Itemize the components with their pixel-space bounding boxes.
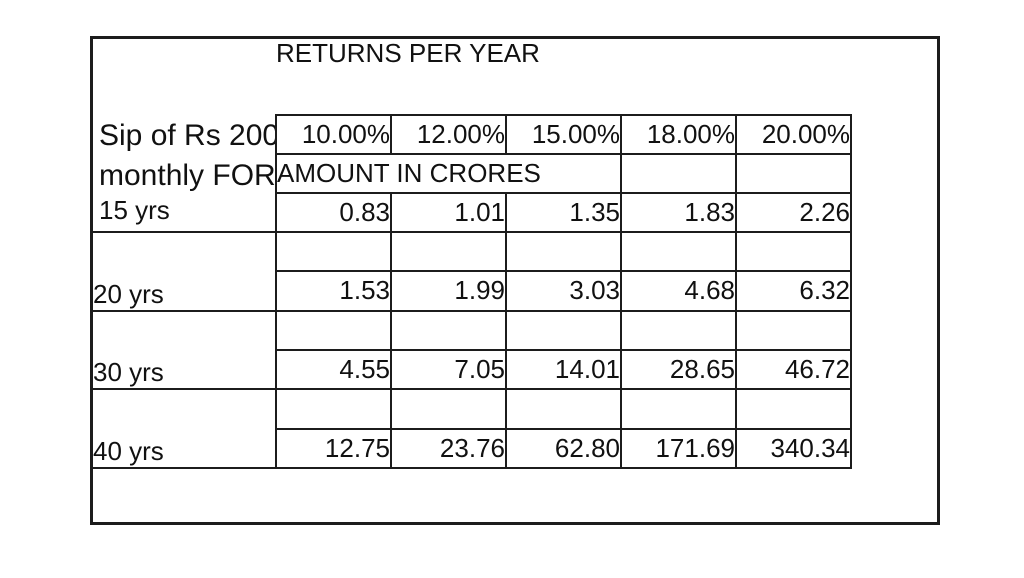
spacer-cell: [734, 310, 853, 351]
spacer-row: 30 yrs: [93, 310, 853, 390]
spacer-cell: [734, 231, 853, 272]
value-cell-40yrs-20: 340.34: [734, 428, 853, 469]
value-cell-30yrs-15: 14.01: [505, 349, 622, 390]
rate-header-cell-10: 10.00%: [275, 114, 392, 155]
spacer-row: 20 yrs: [93, 231, 853, 312]
value-cell-30yrs-10: 4.55: [275, 349, 392, 390]
bottom-strip-row: [93, 468, 851, 523]
values-row-30yrs: 4.55 7.05 14.01 28.65 46.72: [93, 349, 853, 390]
returns-per-year-label: RETURNS PER YEAR: [276, 39, 540, 68]
value-cell-30yrs-12: 7.05: [390, 349, 507, 390]
spacer-cell: [390, 388, 507, 430]
sip-returns-table: Sip of Rs 20000 monthly FOR 15 yrs RETUR…: [93, 39, 853, 523]
rate-header-cell-15: 15.00%: [505, 114, 622, 155]
amount-in-crores-label: AMOUNT IN CRORES: [275, 153, 622, 194]
value-cell-20yrs-12: 1.99: [390, 270, 507, 312]
value-cell-40yrs-12: 23.76: [390, 428, 507, 469]
row-label-20yrs: 20 yrs: [93, 231, 276, 312]
corner-label-cell: Sip of Rs 20000 monthly FOR 15 yrs: [93, 39, 276, 233]
value-cell-40yrs-10: 12.75: [275, 428, 392, 469]
spacer-row: 40 yrs: [93, 388, 853, 469]
spacer-cell: [620, 388, 737, 430]
sip-title-line2: monthly FOR: [99, 159, 276, 193]
value-cell-20yrs-15: 3.03: [505, 270, 622, 312]
rate-header-cell-18: 18.00%: [620, 114, 737, 155]
value-cell-20yrs-18: 4.68: [620, 270, 737, 312]
value-cell-15yrs-12: 1.01: [390, 192, 507, 233]
spacer-cell: [275, 388, 392, 430]
spacer-cell: [620, 310, 737, 351]
value-cell-20yrs-20: 6.32: [734, 270, 853, 312]
spacer-cell: [275, 231, 392, 272]
sip-title: Sip of Rs 20000 monthly FOR: [99, 116, 276, 196]
value-cell-15yrs-10: 0.83: [275, 192, 392, 233]
row-label-40yrs: 40 yrs: [93, 388, 276, 469]
value-cell-40yrs-18: 171.69: [620, 428, 737, 469]
spacer-cell: [390, 310, 507, 351]
spacer-cell: [390, 231, 507, 272]
spacer-cell: [505, 231, 622, 272]
rate-header-row: 10.00% 12.00% 15.00% 18.00% 20.00%: [93, 114, 853, 155]
value-cell-15yrs-20: 2.26: [734, 192, 853, 233]
bottom-strip: [93, 468, 851, 523]
values-row-40yrs: 12.75 23.76 62.80 171.69 340.34: [93, 428, 853, 469]
spacer-cell: [275, 310, 392, 351]
row-label-15yrs: 15 yrs: [99, 195, 170, 226]
header-row: Sip of Rs 20000 monthly FOR 15 yrs RETUR…: [93, 39, 851, 233]
amount-unit-row: AMOUNT IN CRORES: [93, 153, 853, 194]
rate-header-cell-20: 20.00%: [734, 114, 853, 155]
value-cell-40yrs-15: 62.80: [505, 428, 622, 469]
values-row-15yrs: 0.83 1.01 1.35 1.83 2.26: [93, 192, 853, 233]
rate-header-cell-12: 12.00%: [390, 114, 507, 155]
value-cell-20yrs-10: 1.53: [275, 270, 392, 312]
value-cell-30yrs-20: 46.72: [734, 349, 853, 390]
empty-cell: [734, 153, 853, 194]
spacer-cell: [734, 388, 853, 430]
spacer-cell: [620, 231, 737, 272]
value-cell-30yrs-18: 28.65: [620, 349, 737, 390]
value-cell-15yrs-15: 1.35: [505, 192, 622, 233]
value-cell-15yrs-18: 1.83: [620, 192, 737, 233]
spacer-cell: [505, 310, 622, 351]
sip-title-line1: Sip of Rs 20000: [99, 119, 276, 153]
row-label-30yrs: 30 yrs: [93, 310, 276, 390]
empty-cell: [620, 153, 737, 194]
values-row-20yrs: 1.53 1.99 3.03 4.68 6.32: [93, 270, 853, 312]
spacer-cell: [505, 388, 622, 430]
table-outer-frame: Sip of Rs 20000 monthly FOR 15 yrs RETUR…: [90, 36, 940, 525]
